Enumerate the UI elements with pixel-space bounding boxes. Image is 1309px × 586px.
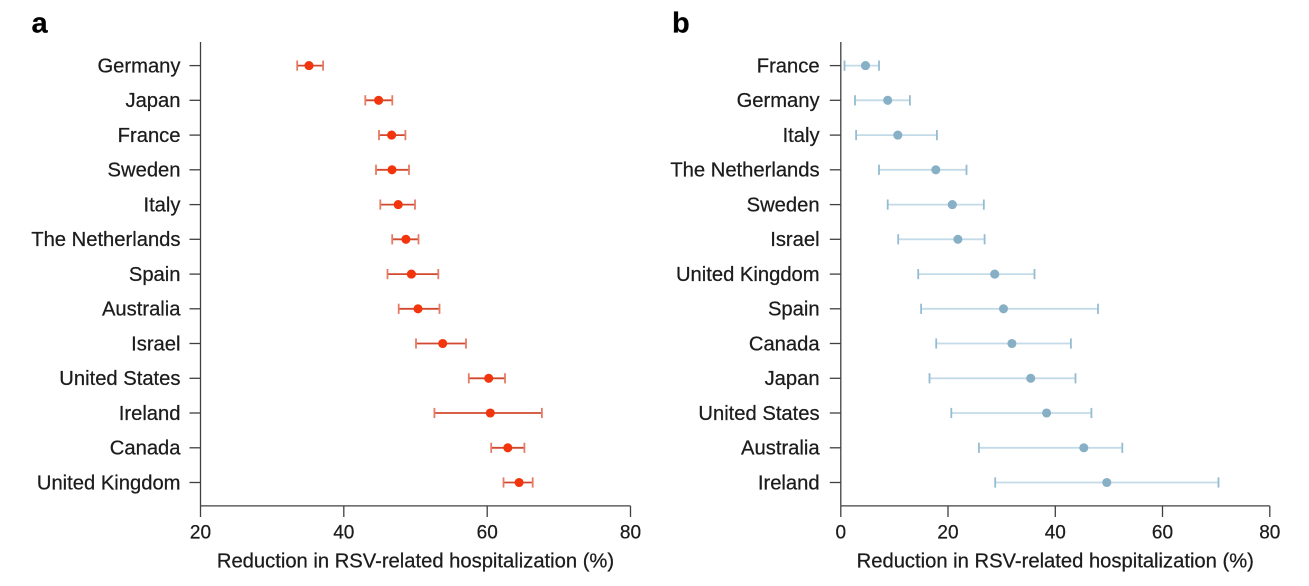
svg-text:Spain: Spain	[129, 264, 181, 286]
svg-text:The Netherlands: The Netherlands	[670, 160, 819, 182]
svg-text:United Kingdom: United Kingdom	[676, 264, 820, 286]
svg-text:United Kingdom: United Kingdom	[37, 472, 181, 494]
svg-text:France: France	[118, 125, 181, 147]
svg-text:Canada: Canada	[110, 438, 181, 460]
svg-text:Israel: Israel	[770, 229, 819, 251]
svg-text:80: 80	[620, 523, 641, 544]
svg-text:40: 40	[333, 523, 354, 544]
svg-text:Italy: Italy	[783, 125, 821, 147]
svg-text:Japan: Japan	[125, 90, 180, 112]
svg-text:The Netherlands: The Netherlands	[31, 229, 180, 251]
svg-text:60: 60	[477, 523, 498, 544]
svg-text:80: 80	[1259, 523, 1280, 544]
svg-text:Ireland: Ireland	[119, 403, 181, 425]
svg-text:60: 60	[1152, 523, 1173, 544]
svg-text:Reduction in RSV-related hospi: Reduction in RSV-related hospitalization…	[857, 550, 1254, 572]
svg-text:United States: United States	[698, 403, 819, 425]
svg-text:Germany: Germany	[737, 90, 821, 112]
svg-text:Australia: Australia	[102, 299, 181, 321]
svg-text:20: 20	[190, 523, 211, 544]
svg-text:Italy: Italy	[143, 194, 181, 216]
svg-text:Japan: Japan	[765, 368, 820, 390]
svg-text:40: 40	[1045, 523, 1066, 544]
svg-text:a: a	[32, 7, 49, 39]
svg-text:Germany: Germany	[97, 55, 181, 77]
svg-text:0: 0	[836, 523, 847, 544]
svg-text:Canada: Canada	[749, 333, 820, 355]
svg-text:20: 20	[937, 523, 958, 544]
svg-text:France: France	[757, 55, 820, 77]
svg-text:b: b	[672, 7, 690, 39]
svg-text:United States: United States	[59, 368, 180, 390]
svg-text:Israel: Israel	[131, 333, 180, 355]
svg-text:Reduction in RSV-related hospi: Reduction in RSV-related hospitalization…	[217, 550, 614, 572]
svg-text:Australia: Australia	[741, 438, 820, 460]
svg-text:Spain: Spain	[768, 299, 820, 321]
svg-text:Ireland: Ireland	[758, 472, 820, 494]
svg-text:Sweden: Sweden	[747, 194, 820, 216]
svg-text:Sweden: Sweden	[108, 160, 181, 182]
